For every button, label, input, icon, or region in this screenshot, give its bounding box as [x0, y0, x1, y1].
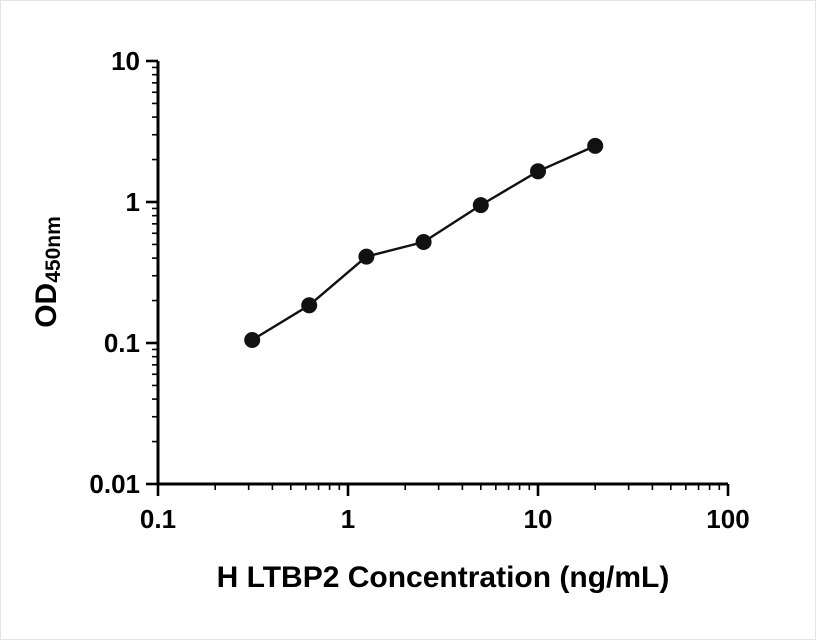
data-point	[587, 137, 604, 154]
data-point	[358, 248, 375, 265]
x-tick-label: 100	[706, 504, 749, 534]
y-tick-label: 0.01	[89, 469, 140, 499]
data-point	[530, 163, 546, 180]
data-point	[244, 332, 261, 348]
x-tick-label: 1	[341, 504, 355, 534]
data-point	[472, 197, 489, 214]
x-axis-title: H LTBP2 Concentration (ng/mL)	[216, 561, 670, 594]
y-axis-title-subscript: 450nm	[41, 216, 65, 283]
x-tick-label: 10	[524, 504, 553, 534]
y-axis-title-main: OD	[30, 282, 64, 328]
data-point	[415, 234, 432, 250]
y-tick-label: 0.1	[104, 328, 140, 358]
data-point	[301, 297, 318, 314]
y-tick-label: 10	[111, 46, 140, 76]
x-tick-label: 0.1	[140, 504, 176, 534]
y-tick-label: 1	[126, 187, 140, 217]
y-axis-title: OD450nm	[30, 216, 66, 328]
